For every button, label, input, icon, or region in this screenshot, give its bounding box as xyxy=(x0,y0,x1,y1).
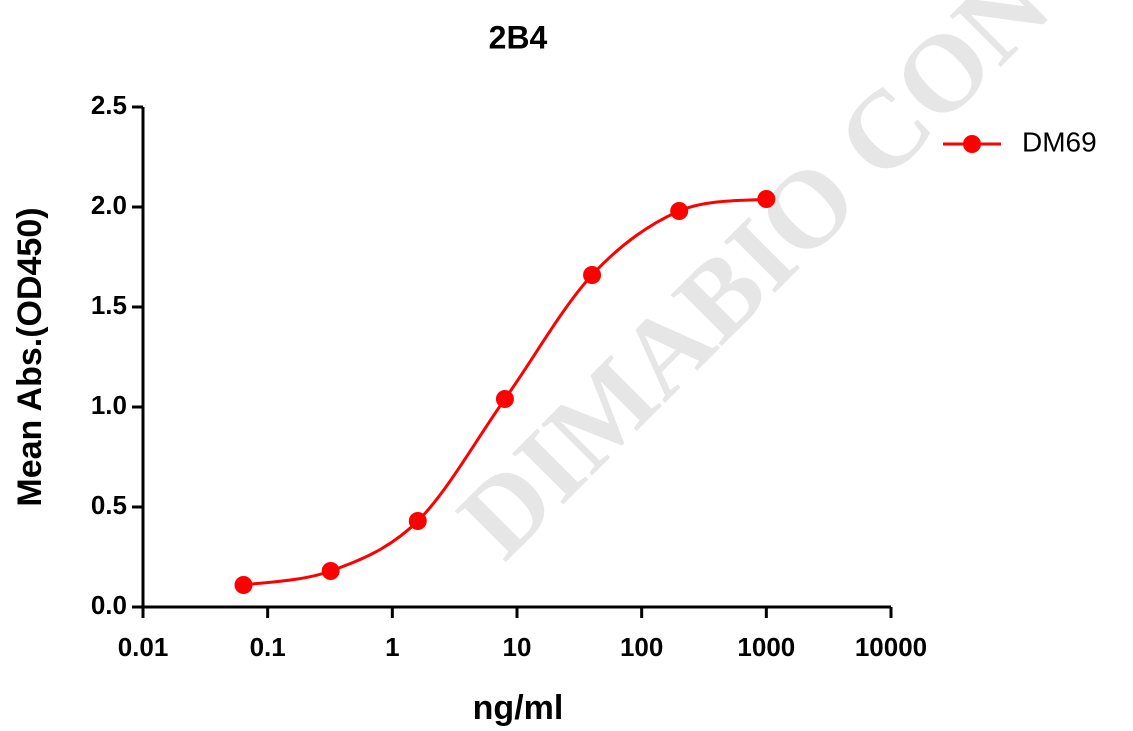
y-tick-label: 0.0 xyxy=(91,590,127,620)
x-tick-label: 0.01 xyxy=(118,632,169,662)
y-tick-label: 2.5 xyxy=(91,90,127,120)
data-point xyxy=(670,202,689,220)
x-tick-label: 1000 xyxy=(737,632,795,662)
watermark: DIMABIO CON xyxy=(435,0,1072,580)
x-tick-label: 1 xyxy=(385,632,399,662)
data-point xyxy=(495,390,514,408)
y-tick-label: 1.0 xyxy=(91,390,127,420)
chart-title: 2B4 xyxy=(489,19,548,55)
y-tick-label: 0.5 xyxy=(91,490,127,520)
legend-label: DM69 xyxy=(1022,126,1097,157)
x-tick-label: 10000 xyxy=(855,632,927,662)
data-point xyxy=(321,562,340,580)
x-tick-label: 100 xyxy=(620,632,663,662)
y-tick-label: 2.0 xyxy=(91,190,127,220)
data-point xyxy=(757,190,776,208)
y-tick-label: 1.5 xyxy=(91,290,127,320)
x-tick-label: 0.1 xyxy=(250,632,286,662)
y-axis-label: Mean Abs.(OD450) xyxy=(11,207,49,506)
legend-marker xyxy=(963,135,981,153)
data-point xyxy=(408,512,427,530)
x-axis-label: ng/ml xyxy=(473,689,564,727)
data-point xyxy=(234,576,253,594)
x-tick-label: 10 xyxy=(503,632,532,662)
data-point xyxy=(583,266,602,284)
